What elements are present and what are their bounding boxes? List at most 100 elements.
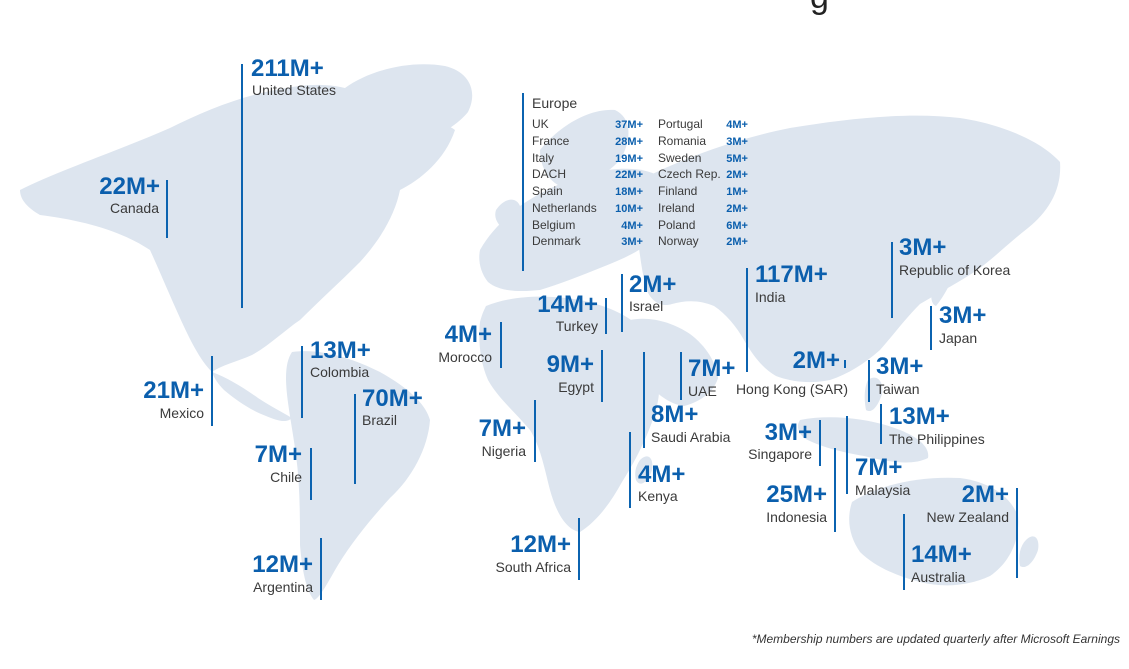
- south-america-landmass: [286, 351, 430, 600]
- member-count: 2M+: [961, 481, 1009, 508]
- country-label: Canada: [109, 200, 159, 216]
- member-count: 14M+: [911, 541, 972, 568]
- europe-country: Romania: [658, 134, 707, 148]
- australia-landmass: [849, 477, 1019, 586]
- country-label: Chile: [270, 469, 302, 485]
- member-count: 7M+: [254, 441, 302, 468]
- europe-value: 19M+: [615, 153, 643, 165]
- country-label: Brazil: [362, 412, 398, 428]
- marker-line: [605, 298, 607, 334]
- europe-country: Spain: [532, 184, 563, 198]
- member-count: 3M+: [764, 419, 812, 446]
- europe-country: Finland: [658, 184, 698, 198]
- country-label: Nigeria: [481, 443, 526, 459]
- europe-value: 2M+: [726, 169, 748, 181]
- europe-landmass: [479, 168, 669, 292]
- europe-value: 37M+: [615, 119, 643, 131]
- europe-country: UK: [532, 117, 549, 131]
- europe-country: Sweden: [658, 151, 702, 165]
- japan-landmass: [931, 254, 957, 306]
- europe-value: 2M+: [726, 203, 748, 215]
- marker-line: [601, 350, 603, 402]
- marker-line: [629, 432, 631, 508]
- europe-country: Denmark: [532, 234, 581, 248]
- member-count: 2M+: [629, 271, 677, 298]
- member-count: 25M+: [766, 481, 827, 508]
- country-label: Kenya: [638, 488, 678, 504]
- europe-value: 10M+: [615, 203, 643, 215]
- madagascar-landmass: [635, 456, 653, 484]
- member-count: 70M+: [362, 385, 423, 412]
- new-zealand-landmass: [1019, 536, 1039, 568]
- africa-landmass: [479, 296, 660, 532]
- member-count: 7M+: [688, 355, 736, 382]
- member-count: 13M+: [310, 337, 371, 364]
- marker-line: [522, 93, 524, 271]
- member-count: 14M+: [537, 291, 598, 318]
- europe-value: 4M+: [621, 220, 643, 232]
- member-count: 7M+: [855, 454, 903, 481]
- europe-country: France: [532, 134, 570, 148]
- marker-line: [746, 268, 748, 372]
- member-count: 21M+: [143, 377, 204, 404]
- country-label: India: [755, 289, 786, 305]
- marker-line: [819, 420, 821, 466]
- country-label: The Philippines: [889, 431, 985, 447]
- member-count: 4M+: [444, 321, 492, 348]
- europe-country: Ireland: [658, 201, 695, 215]
- country-label: Taiwan: [876, 381, 920, 397]
- country-label: Mexico: [159, 405, 204, 421]
- europe-value: 18M+: [615, 186, 643, 198]
- marker-line: [680, 352, 682, 400]
- europe-country: Italy: [532, 151, 555, 165]
- country-label: Indonesia: [766, 509, 827, 525]
- member-count: 7M+: [478, 415, 526, 442]
- marker-line: [643, 352, 645, 448]
- europe-title: Europe: [532, 95, 578, 111]
- country-label: Argentina: [253, 579, 313, 595]
- marker-line: [534, 400, 536, 462]
- member-count: 12M+: [252, 551, 313, 578]
- member-count: 211M+: [251, 55, 324, 82]
- country-label: New Zealand: [926, 509, 1010, 525]
- member-count: 12M+: [510, 531, 571, 558]
- country-label: Malaysia: [855, 482, 911, 498]
- europe-country: Poland: [658, 218, 696, 232]
- title-fragment: g: [810, 0, 829, 17]
- europe-country: Portugal: [658, 117, 703, 131]
- member-count: 22M+: [99, 173, 160, 200]
- europe-value: 1M+: [726, 186, 748, 198]
- marker-line: [211, 356, 213, 426]
- country-label: Australia: [911, 569, 966, 585]
- country-label: Colombia: [310, 364, 370, 380]
- marker-line: [834, 448, 836, 532]
- europe-value: 3M+: [621, 236, 643, 248]
- europe-value: 22M+: [615, 169, 643, 181]
- marker-line: [320, 538, 322, 600]
- marker-line: [930, 306, 932, 350]
- member-count: 13M+: [889, 403, 950, 430]
- europe-value: 4M+: [726, 119, 748, 131]
- europe-country: Czech Rep.: [658, 167, 721, 181]
- europe-value: 28M+: [615, 136, 643, 148]
- marker-line: [500, 322, 502, 368]
- scandinavia-landmass: [540, 109, 629, 188]
- europe-country: Norway: [658, 234, 699, 248]
- marker-line: [621, 274, 623, 332]
- greenland-landmass: [344, 64, 473, 142]
- marker-line: [891, 242, 893, 318]
- member-count: 3M+: [899, 234, 947, 261]
- marker-line: [301, 346, 303, 418]
- country-label: United States: [252, 82, 337, 98]
- europe-value: 2M+: [726, 236, 748, 248]
- country-label: UAE: [688, 383, 717, 399]
- country-label: South Africa: [495, 559, 572, 575]
- southeast-asia-islands: [797, 417, 929, 463]
- country-label: Singapore: [748, 446, 812, 462]
- arabia-landmass: [630, 318, 718, 406]
- marker-line: [844, 360, 846, 368]
- member-count: 3M+: [939, 302, 987, 329]
- europe-country: Netherlands: [532, 201, 597, 215]
- marker-line: [846, 416, 848, 494]
